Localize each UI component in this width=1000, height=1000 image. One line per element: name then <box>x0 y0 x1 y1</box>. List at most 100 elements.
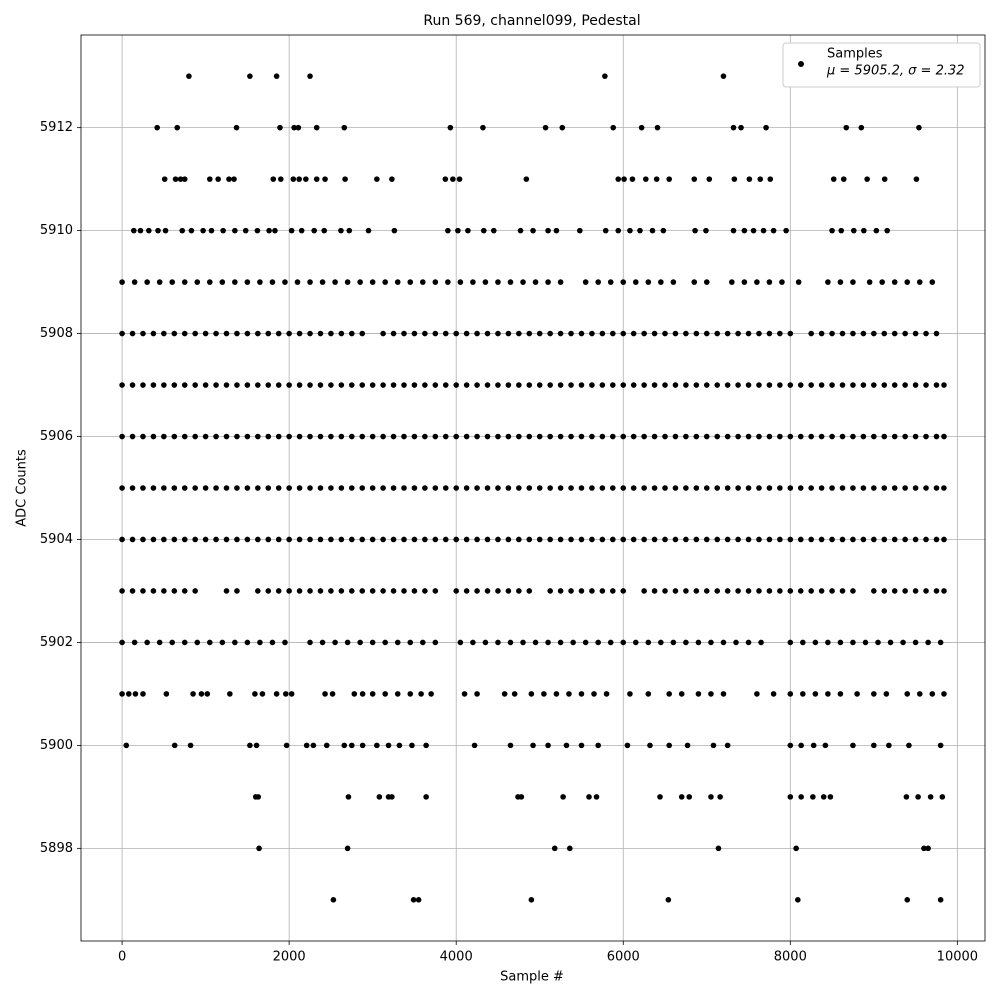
sample-point <box>234 536 240 543</box>
sample-point <box>649 227 656 234</box>
sample-point <box>818 330 825 337</box>
sample-point <box>390 536 397 543</box>
sample-point <box>495 588 501 594</box>
sample-point <box>140 536 146 543</box>
sample-point <box>553 227 560 234</box>
sample-point <box>798 794 804 800</box>
sample-point <box>714 588 721 594</box>
sample-point <box>275 382 282 388</box>
sample-point <box>171 536 178 543</box>
sample-point <box>724 433 731 440</box>
sample-point <box>526 433 533 440</box>
sample-point <box>621 176 627 182</box>
sample-point <box>192 433 198 440</box>
sample-point <box>615 176 622 182</box>
sample-point <box>150 382 157 388</box>
sample-point <box>672 485 679 491</box>
sample-point <box>253 742 260 749</box>
sample-point <box>505 536 512 543</box>
sample-point <box>720 73 727 79</box>
sample-point <box>357 639 363 646</box>
sample-point <box>332 639 338 646</box>
sample-point <box>735 485 741 491</box>
sample-point <box>171 330 178 337</box>
sample-point <box>627 227 633 234</box>
points <box>119 73 947 903</box>
sample-point <box>829 227 835 234</box>
sample-point <box>380 588 386 594</box>
sample-point <box>390 382 397 388</box>
sample-point <box>188 227 195 234</box>
sample-point <box>787 794 794 800</box>
sample-point <box>202 330 209 337</box>
sample-point <box>119 536 125 543</box>
sample-point <box>328 485 334 491</box>
sample-point <box>232 279 238 285</box>
sample-point <box>798 742 804 749</box>
sample-point <box>589 536 595 543</box>
sample-point <box>645 279 652 285</box>
sample-point <box>881 330 888 337</box>
sample-point <box>891 536 898 543</box>
sample-point <box>858 124 865 131</box>
sample-point <box>169 279 176 285</box>
sample-point <box>369 536 376 543</box>
sample-point <box>369 382 376 388</box>
sample-point <box>662 485 668 491</box>
sample-point <box>692 227 698 234</box>
sample-point <box>610 382 616 388</box>
sample-point <box>871 382 877 388</box>
sample-point <box>505 330 512 337</box>
sample-point <box>703 485 710 491</box>
sample-point <box>578 742 585 749</box>
sample-point <box>342 176 348 182</box>
sample-point <box>929 691 936 697</box>
sample-point <box>683 536 689 543</box>
sample-point <box>244 382 251 388</box>
sample-point <box>818 485 825 491</box>
sample-point <box>447 124 454 131</box>
sample-point <box>891 330 898 337</box>
sample-point <box>913 176 920 182</box>
sample-point <box>850 536 856 543</box>
sample-point <box>346 227 353 234</box>
sample-point <box>738 124 744 131</box>
sample-point <box>818 536 825 543</box>
sample-point <box>232 227 238 234</box>
sample-point <box>839 536 846 543</box>
x-axis-label: Sample # <box>500 970 564 985</box>
sample-point <box>595 639 601 646</box>
sample-point <box>505 433 512 440</box>
sample-point <box>862 639 869 646</box>
sample-point <box>810 794 816 800</box>
sample-point <box>296 485 303 491</box>
sample-point <box>162 227 169 234</box>
sample-point <box>632 639 639 646</box>
sample-point <box>754 279 760 285</box>
sample-point <box>923 382 929 388</box>
sample-point <box>288 227 295 234</box>
sample-point <box>714 330 721 337</box>
sample-point <box>442 485 449 491</box>
sample-point <box>703 279 710 285</box>
sample-point <box>409 742 415 749</box>
sample-point <box>495 639 501 646</box>
sample-point <box>296 330 303 337</box>
sample-point <box>432 639 439 646</box>
sample-point <box>933 330 940 337</box>
sample-point <box>599 382 606 388</box>
sample-point <box>484 588 491 594</box>
sample-point <box>610 536 616 543</box>
sample-point <box>307 330 313 337</box>
sample-point <box>140 382 146 388</box>
sample-point <box>578 433 585 440</box>
sample-point <box>641 588 647 594</box>
sample-point <box>290 176 297 182</box>
sample-point <box>651 485 658 491</box>
sample-point <box>724 382 731 388</box>
sample-point <box>401 382 407 388</box>
sample-point <box>912 536 919 543</box>
sample-point <box>471 742 478 749</box>
sample-point <box>461 691 468 697</box>
sample-point <box>338 382 345 388</box>
